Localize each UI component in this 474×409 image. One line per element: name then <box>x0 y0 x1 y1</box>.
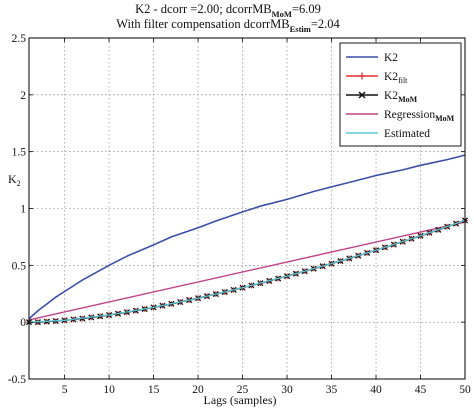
series-Estimated <box>28 219 466 323</box>
legend-label-main: Estimated <box>384 128 430 140</box>
title-line-2: With filter compensation dcorrMBEstim=2.… <box>116 17 340 34</box>
x-tick-label: 10 <box>103 384 115 396</box>
legend-label: K2MoM <box>384 90 418 104</box>
legend-item-RegressionMoM: RegressionMoM <box>346 109 455 123</box>
x-axis-label: Lags (samples) <box>204 393 277 407</box>
legend-item-K2: K2 <box>346 52 398 64</box>
plot-area <box>25 154 469 326</box>
legend-marker <box>358 72 366 80</box>
title-line-1: K2 - dcorr =2.00; dcorrMBMoM=6.09 <box>135 2 321 19</box>
legend-label-sub: filt <box>398 76 408 85</box>
title-line-1-tail: =6.09 <box>292 2 321 16</box>
x-tick-label: 25 <box>237 384 249 396</box>
x-tick-label: 40 <box>370 384 382 396</box>
x-tick-label: 35 <box>326 384 338 396</box>
title-line-1-main: K2 - dcorr =2.00; dcorrMB <box>135 2 272 16</box>
x-tick-label: 20 <box>192 384 204 396</box>
y-axis-label-sub: 2 <box>17 179 21 188</box>
y-axis-label: K2 <box>8 172 21 188</box>
y-tick-label: 2 <box>20 90 26 102</box>
title-line-2-sub: Estim <box>290 24 311 34</box>
chart-title: K2 - dcorr =2.00; dcorrMBMoM=6.09 With f… <box>116 2 340 34</box>
series-K2 <box>28 154 466 320</box>
x-tick-label: 50 <box>459 384 471 396</box>
y-tick-label: 1 <box>20 204 26 216</box>
legend-label-main: K2 <box>384 52 398 64</box>
series-line-RegressionMoM <box>28 221 466 321</box>
y-tick-label: 2.5 <box>12 33 27 45</box>
legend-label: Estimated <box>384 128 430 140</box>
legend-item-K2MoM: K2MoM <box>346 90 418 104</box>
axis-ticks: 5 10 15 20 25 30 35 40 45 50 -0.5 0 0.5 1 1.5 2 2.5 <box>8 33 471 396</box>
title-line-2-tail: =2.04 <box>311 17 341 31</box>
y-tick-label: 0.5 <box>12 260 27 272</box>
y-tick-label: -0.5 <box>8 374 26 386</box>
legend-label: RegressionMoM <box>384 109 455 123</box>
legend-label: K2filt <box>384 71 408 85</box>
legend-marker <box>358 91 366 99</box>
y-tick-label: 1.5 <box>12 147 27 159</box>
legend-label-sub: MoM <box>398 95 418 104</box>
x-tick-label: 5 <box>62 384 68 396</box>
legend-label-main: Regression <box>384 109 435 121</box>
title-line-1-sub: MoM <box>272 9 292 19</box>
title-line-2-main: With filter compensation dcorrMB <box>116 17 289 31</box>
series-RegressionMoM <box>28 221 466 321</box>
x-tick-label: 15 <box>148 384 160 396</box>
legend-label-main: K2 <box>384 71 398 83</box>
legend-label-sub: MoM <box>435 114 455 123</box>
legend-item-Estimated: Estimated <box>346 128 430 140</box>
x-tick-label: 30 <box>281 384 293 396</box>
y-axis-label-main: K <box>8 172 17 186</box>
legend-label-main: K2 <box>384 90 398 102</box>
legend-item-K2filt: K2filt <box>346 71 408 85</box>
series-line-K2 <box>28 154 466 320</box>
series-line-Estimated <box>28 219 466 323</box>
legend-label: K2 <box>384 52 398 64</box>
x-tick-label: 45 <box>415 384 427 396</box>
y-tick-label: 0 <box>20 317 26 329</box>
